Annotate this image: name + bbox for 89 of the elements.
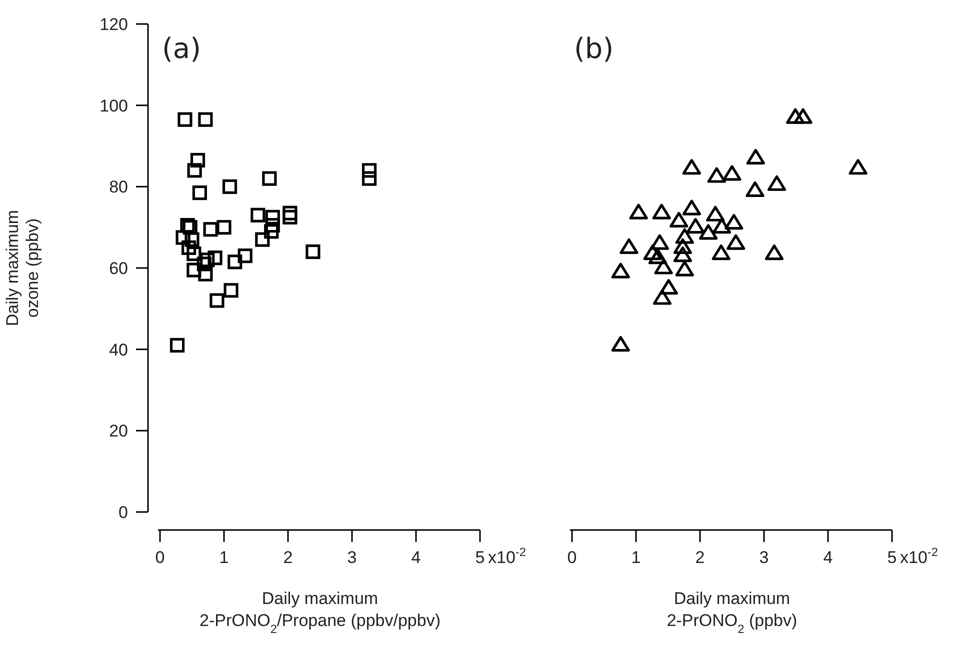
point	[707, 167, 726, 183]
point	[186, 246, 202, 262]
y-tick-label: 100	[100, 96, 128, 116]
point	[186, 262, 202, 278]
y-axis-title: Daily maximum ozone (ppbv)	[3, 210, 42, 326]
point	[265, 210, 280, 224]
y-tick-label: 20	[109, 422, 128, 441]
x-tick-label: 5	[887, 548, 897, 567]
x-tick-label: 3	[347, 548, 357, 567]
text: x10$^{-2}$	[900, 545, 938, 567]
point	[686, 218, 705, 234]
point	[746, 148, 765, 164]
point	[768, 175, 786, 191]
x-axis-title: Daily maximum 2-PrONO$_{2}$ (ppbv)	[666, 589, 798, 636]
point	[200, 252, 215, 268]
point	[198, 112, 213, 127]
point	[746, 181, 764, 198]
x-tick-label: 5	[475, 548, 485, 567]
point	[652, 289, 672, 305]
y-tick-label: 120	[100, 15, 128, 34]
point	[786, 108, 805, 124]
point	[228, 254, 242, 270]
point	[673, 246, 692, 262]
point	[724, 214, 744, 230]
point	[675, 260, 694, 276]
point	[282, 210, 298, 224]
y-tick-label: 80	[109, 178, 128, 197]
x-tick-label: 0	[567, 548, 577, 567]
point	[198, 266, 213, 282]
chart-title: (b)	[574, 32, 614, 65]
x-tick-label: 1	[631, 548, 641, 567]
x-tick-label: 2	[695, 548, 705, 567]
point	[764, 244, 784, 260]
point	[650, 234, 669, 250]
point	[190, 152, 206, 168]
text: x10$^{-2}$	[488, 545, 526, 567]
point	[216, 220, 232, 235]
point	[282, 206, 298, 220]
point	[611, 336, 630, 352]
point	[210, 293, 224, 308]
point	[675, 228, 694, 244]
point	[712, 218, 732, 234]
x-tick-label: 1	[219, 548, 229, 567]
y-tick-label: 60	[109, 259, 128, 278]
point	[712, 244, 730, 260]
x-axis-title: Daily maximum 2-PrONO$_{2}$/Propane (ppbv/ppbv)	[200, 589, 440, 636]
point	[648, 248, 668, 264]
point	[203, 222, 218, 237]
point	[643, 244, 662, 260]
y-tick-label: 0	[118, 503, 128, 522]
point	[182, 240, 196, 255]
x-tick-label: 0	[155, 548, 165, 567]
point	[848, 159, 868, 175]
point	[178, 112, 192, 127]
point	[264, 224, 279, 239]
x-tick-label: 2	[283, 548, 293, 567]
point	[187, 163, 202, 178]
point	[673, 238, 692, 254]
point	[262, 171, 277, 186]
point	[611, 262, 630, 278]
point	[222, 179, 238, 194]
point	[722, 165, 742, 181]
x-tick-label: 4	[823, 548, 833, 567]
point	[362, 171, 377, 186]
point	[362, 163, 377, 178]
point	[706, 206, 725, 222]
point	[659, 279, 678, 295]
point	[682, 200, 701, 216]
point	[224, 283, 238, 298]
point	[629, 204, 648, 220]
y-tick-label: 40	[109, 340, 128, 360]
point	[208, 250, 222, 266]
point	[255, 232, 270, 247]
point	[682, 159, 701, 175]
x-tick-label: 4	[411, 548, 421, 567]
point	[654, 258, 673, 274]
point	[652, 204, 671, 220]
point	[699, 224, 718, 240]
point	[250, 208, 266, 222]
point	[670, 212, 688, 228]
point	[238, 248, 252, 264]
point	[794, 108, 812, 124]
point	[726, 234, 746, 250]
point	[170, 338, 185, 353]
point	[192, 185, 207, 200]
chart-title: (a)	[162, 32, 202, 65]
x-tick-label: 3	[759, 548, 769, 567]
point	[306, 244, 320, 260]
point	[620, 238, 638, 254]
